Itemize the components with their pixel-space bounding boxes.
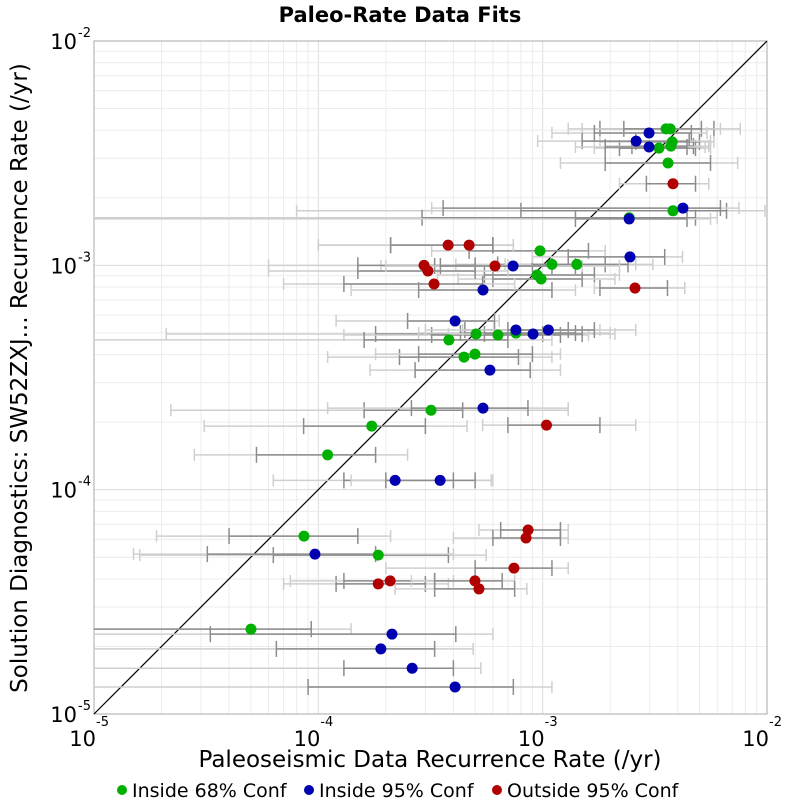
data-point [508,562,520,574]
legend-label-outside-95: Outside 95% Conf [507,780,680,802]
grid [93,41,767,715]
data-point [298,530,310,542]
data-point [542,324,554,336]
data-point [507,260,519,272]
x-tick-exponent: -2 [769,715,782,730]
data-point [630,135,642,147]
x-tick-label: 10 [742,727,769,751]
data-point [667,178,679,190]
data-point [406,662,418,674]
y-tick-label: 10 [50,479,77,503]
y-tick-exponent: -3 [78,250,91,265]
data-point [510,324,522,336]
data-point [384,575,396,587]
data-point [477,402,489,414]
data-point [473,583,485,595]
x-tick-exponent: -5 [96,715,109,730]
chart-title: Paleo-Rate Data Fits [279,3,522,27]
data-point [677,202,689,214]
data-point [643,127,655,139]
data-point [571,258,583,270]
data-point [546,258,558,270]
legend-label-inside-95: Inside 95% Conf [319,780,475,802]
legend: Inside 68% Conf Inside 95% Conf Outside … [117,780,680,802]
data-point [534,245,546,257]
data-point [492,329,504,341]
data-point [449,315,461,327]
data-points [245,123,689,693]
x-tick-label: 10 [518,727,545,751]
legend-marker-inside-68 [117,785,127,795]
y-tick-exponent: -4 [78,475,91,490]
data-point [389,474,401,486]
data-point [366,420,378,432]
x-tick-exponent: -3 [545,715,558,730]
y-tick-exponent: -2 [78,26,91,41]
plot-frame [93,40,768,715]
data-point [623,213,635,225]
data-point [643,141,655,153]
data-point [463,239,475,251]
data-point [309,548,321,560]
data-point [422,265,434,277]
data-point [449,681,461,693]
data-point [434,474,446,486]
data-point [458,351,470,363]
data-point [322,449,334,461]
data-point [629,282,641,294]
data-point [425,404,437,416]
x-tick-label: 10 [294,727,321,751]
data-point [484,364,496,376]
y-tick-exponent: -5 [78,699,91,714]
x-tick-label: 10 [69,727,96,751]
y-tick-label: 10 [50,30,77,54]
data-point [443,334,455,346]
y-tick-labels: 10 10 10 10 -5 -4 -3 -2 [50,26,91,727]
reference-line [93,40,768,715]
data-point [428,278,440,290]
data-point [662,157,674,169]
x-tick-labels: 10 10 10 10 -5 -4 -3 -2 [69,715,782,751]
x-axis-label: Paleoseismic Data Recurrence Rate (/yr) [199,747,662,773]
data-point [245,623,257,635]
data-point [665,140,677,152]
legend-label-inside-68: Inside 68% Conf [132,780,288,802]
y-tick-label: 10 [50,703,77,727]
y-tick-label: 10 [50,254,77,278]
data-point [624,251,636,263]
y-axis-label: Solution Diagnostics: SW52ZXJ... Recurre… [7,63,33,693]
data-point [520,532,532,544]
data-point [540,419,552,431]
legend-marker-inside-95 [304,785,314,795]
data-point [477,284,489,296]
data-point [667,205,679,217]
data-point [653,142,665,154]
data-point [469,348,481,360]
data-point [527,328,539,340]
data-point [372,549,384,561]
data-point [442,239,454,251]
data-point [375,643,387,655]
data-point [535,273,547,285]
data-point [489,260,501,272]
x-tick-exponent: -4 [320,715,333,730]
legend-marker-outside-95 [492,785,502,795]
data-point [470,328,482,340]
data-point [372,578,384,590]
data-point [664,123,676,135]
data-point [386,628,398,640]
